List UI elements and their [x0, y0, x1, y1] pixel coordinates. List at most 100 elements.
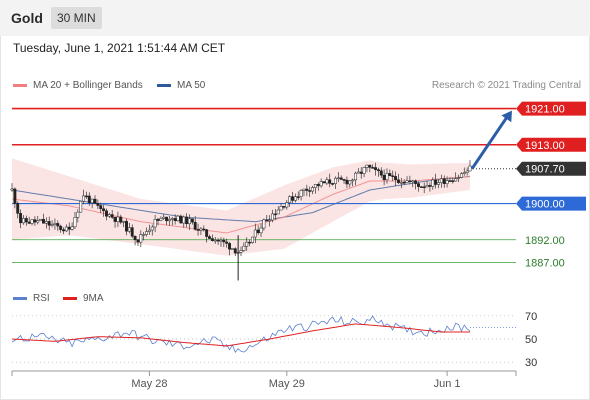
level-label-0: 1921.00 — [525, 104, 565, 116]
candle-body — [434, 179, 438, 185]
candle-body — [199, 228, 203, 231]
candle-body — [245, 241, 249, 247]
candle-body — [67, 226, 71, 230]
candle-body — [305, 188, 309, 191]
candle-body — [276, 209, 280, 215]
candle-body — [150, 226, 154, 231]
instrument-title: Gold — [11, 10, 43, 26]
ma50-label: MA 50 — [177, 80, 206, 91]
candle-body — [170, 218, 174, 220]
candle-body — [385, 173, 389, 181]
candle-body — [93, 198, 97, 204]
candle-body — [468, 165, 472, 172]
candle-body — [147, 229, 151, 232]
candle-body — [99, 205, 103, 209]
legend-ma9: 9MA — [63, 293, 104, 304]
candle-body — [399, 181, 403, 184]
candle-body — [442, 178, 446, 184]
candle-body — [125, 220, 128, 232]
candle-body — [354, 172, 357, 181]
candle-body — [84, 195, 88, 198]
candle-body — [271, 213, 274, 221]
candle-body — [122, 220, 126, 223]
ma9-label: 9MA — [83, 293, 104, 304]
candle-body — [76, 211, 80, 218]
candle-body — [56, 223, 60, 227]
candle-body — [205, 229, 209, 237]
candle-body — [405, 180, 409, 183]
candle-body — [348, 180, 352, 185]
timeframe-badge[interactable]: 30 MIN — [51, 7, 102, 29]
candle-body — [328, 179, 332, 184]
candle-body — [462, 172, 466, 174]
candle-body — [193, 221, 197, 230]
legend-ma20: MA 20 + Bollinger Bands — [13, 80, 143, 91]
rsi-line — [11, 315, 471, 353]
candle-body — [419, 186, 423, 188]
x-tick-label: May 28 — [131, 378, 167, 390]
candle-body — [285, 202, 289, 208]
candle-body — [282, 206, 286, 208]
candle-body — [50, 224, 54, 226]
candle-body — [33, 219, 37, 223]
candle-body — [308, 190, 312, 192]
candle-body — [262, 219, 266, 229]
candle-body — [136, 239, 140, 243]
candle-body — [36, 220, 40, 223]
candle-body — [110, 214, 114, 218]
candle-body — [162, 216, 166, 219]
candle-body — [288, 196, 292, 203]
candle-body — [374, 167, 377, 170]
candle-body — [188, 218, 191, 225]
candle-body — [459, 173, 463, 178]
candle-body — [437, 182, 440, 185]
candle-body — [273, 213, 277, 216]
candle-body — [127, 227, 131, 232]
candle-body — [116, 216, 120, 222]
ma20-label: MA 20 + Bollinger Bands — [33, 80, 143, 91]
candle-body — [165, 216, 169, 222]
candle-body — [176, 215, 180, 222]
level-label-1: 1913.00 — [525, 140, 565, 152]
candle-body — [356, 171, 360, 174]
candle-body — [265, 219, 269, 222]
level-label-3: 1900.00 — [525, 199, 565, 211]
candle-body — [22, 218, 25, 224]
level-label-5: 1887.00 — [525, 257, 565, 269]
candle-body — [73, 217, 77, 228]
x-tick-label: Jun 1 — [434, 378, 461, 390]
candle-body — [422, 186, 426, 189]
candle-body — [19, 213, 23, 224]
candle-body — [113, 217, 117, 222]
candle-body — [213, 239, 217, 242]
candle-body — [102, 208, 106, 212]
level-tag-0 — [516, 101, 586, 116]
candle-body — [119, 216, 123, 223]
x-tick-label: May 29 — [269, 378, 305, 390]
rsi-tick-label-2: 30 — [525, 357, 537, 369]
candle-body — [233, 248, 237, 254]
ma50-swatch — [157, 84, 171, 87]
rsi-swatch — [13, 297, 27, 300]
candle-body — [216, 239, 220, 242]
candle-body — [96, 203, 100, 206]
candle-body — [379, 170, 383, 176]
candle-body — [70, 226, 74, 230]
candle-body — [408, 180, 412, 182]
candle-body — [173, 218, 177, 222]
candle-body — [242, 245, 246, 251]
forecast-arrow-head — [501, 110, 512, 123]
candle-body — [425, 185, 429, 188]
candle-body — [414, 180, 418, 184]
candle-body — [16, 203, 20, 214]
candle-body — [185, 216, 189, 225]
candle-body — [133, 236, 137, 240]
level-label-2: 1907.70 — [525, 164, 565, 176]
rsi-tick-label-0: 70 — [525, 311, 537, 323]
candle-body — [279, 206, 283, 211]
candle-body — [457, 177, 461, 179]
candle-body — [428, 185, 432, 187]
candle-body — [388, 173, 392, 176]
candle-body — [219, 239, 223, 242]
candle-body — [222, 239, 226, 243]
